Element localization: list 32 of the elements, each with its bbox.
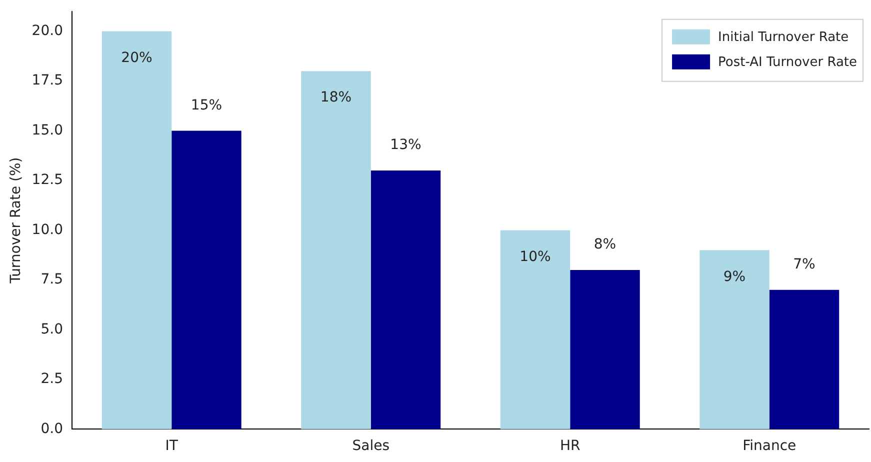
y-tick-label: 7.5 (40, 272, 63, 288)
data-label: 20% (121, 50, 152, 66)
bar (570, 270, 640, 430)
data-label: 13% (390, 137, 422, 154)
data-label: 7% (793, 256, 816, 273)
y-tick-label: 17.5 (32, 72, 63, 89)
bar (500, 230, 570, 430)
bar (769, 290, 840, 430)
y-tick-label: 10.0 (32, 222, 63, 238)
y-axis-title: Turnover Rate (%) (8, 157, 24, 284)
y-tick-label: 5.0 (40, 321, 63, 338)
y-tick-label: 20.0 (32, 22, 63, 39)
data-label: 8% (594, 236, 616, 253)
x-tick-label: Finance (742, 438, 796, 454)
data-label: 9% (723, 268, 746, 285)
legend-label: Initial Turnover Rate (718, 30, 849, 45)
legend-label: Post-AI Turnover Rate (718, 54, 858, 70)
x-tick-label: HR (560, 438, 581, 454)
y-tick-label: 12.5 (32, 172, 63, 188)
data-label: 15% (190, 97, 222, 114)
x-tick-label: IT (165, 438, 178, 454)
bar (700, 250, 770, 430)
y-tick-label: 15.0 (32, 122, 63, 138)
y-tick-label: 2.5 (40, 371, 63, 388)
x-tick-label: Sales (352, 438, 390, 454)
bar (370, 170, 441, 430)
data-label: 18% (320, 90, 352, 106)
data-label: 10% (520, 248, 551, 265)
bar (301, 71, 371, 430)
bar (172, 130, 242, 430)
y-tick-label: 0.0 (40, 420, 63, 437)
bar (102, 31, 172, 430)
